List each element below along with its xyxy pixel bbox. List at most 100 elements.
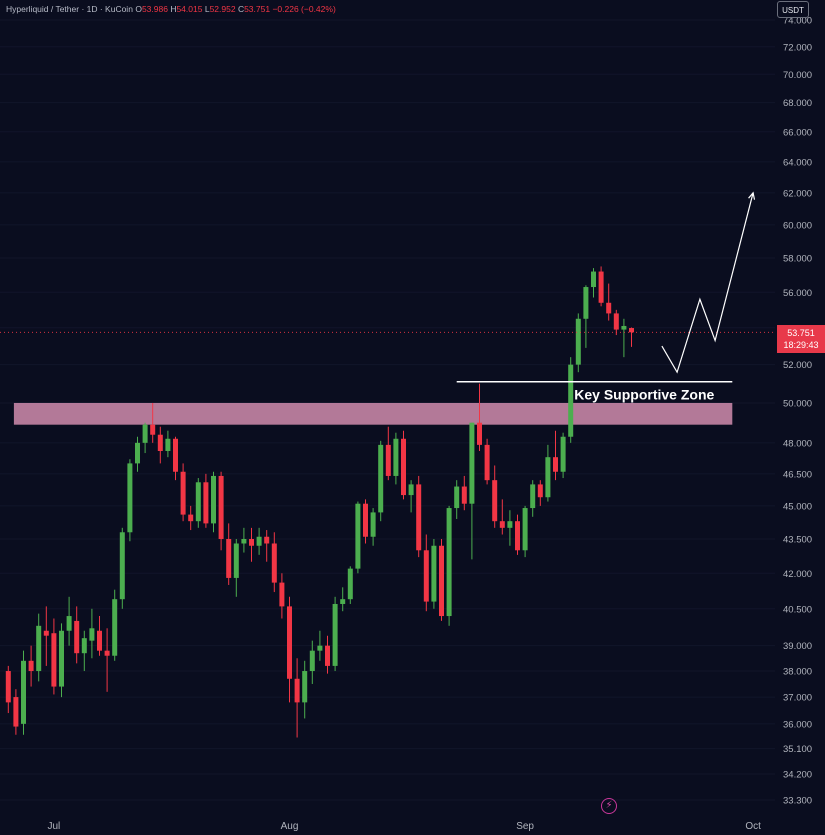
- candle-body: [325, 645, 330, 666]
- candle-body: [226, 538, 232, 578]
- candle-body: [66, 616, 72, 631]
- candle-body: [598, 271, 604, 303]
- candle-body: [553, 457, 558, 472]
- candle-body: [431, 545, 437, 602]
- candle-body: [515, 521, 520, 551]
- candle-body: [363, 503, 368, 537]
- y-tick-label: 43.500: [783, 534, 812, 545]
- y-tick-label: 68.000: [783, 98, 812, 109]
- projection-arrowhead: [748, 191, 756, 200]
- y-tick-label: 38.000: [783, 667, 812, 678]
- candle-body: [142, 424, 148, 443]
- candle-body: [530, 484, 536, 509]
- candle-body: [43, 630, 49, 636]
- candle-body: [294, 678, 300, 703]
- currency-button[interactable]: USDT: [777, 1, 809, 18]
- bolt-icon[interactable]: ⚡: [601, 798, 617, 814]
- candle-body: [477, 422, 482, 445]
- y-tick-label: 40.500: [783, 604, 812, 615]
- candle-body: [499, 521, 505, 528]
- candle-body: [104, 650, 110, 656]
- candle-body: [461, 486, 467, 504]
- candle-body: [423, 550, 429, 602]
- candle-body: [271, 543, 277, 583]
- candle-body: [401, 438, 406, 496]
- candle-body: [355, 503, 361, 569]
- symbol-title[interactable]: Hyperliquid / Tether · 1D · KuCoin: [6, 4, 133, 14]
- candle-body: [150, 424, 156, 435]
- candle-body: [484, 444, 490, 481]
- projection-path: [661, 192, 754, 374]
- y-tick-label: 42.000: [783, 569, 812, 580]
- chart-header: Hyperliquid / Tether · 1D · KuCoin O53.9…: [6, 4, 336, 14]
- y-tick-label: 45.000: [783, 501, 812, 512]
- candle-body: [393, 438, 399, 476]
- candle-body: [583, 287, 589, 319]
- low-value: 52.952: [209, 4, 236, 14]
- candle-body: [522, 508, 528, 551]
- bar-countdown: 18:29:43: [783, 340, 819, 350]
- candle-body: [378, 444, 384, 513]
- candle-body: [36, 625, 42, 672]
- candle-body: [302, 671, 308, 703]
- open-label: O: [135, 4, 142, 14]
- x-axis[interactable]: Jul Aug Sep Oct: [48, 821, 762, 832]
- candle-layer: [5, 266, 634, 738]
- candle-body: [591, 271, 596, 288]
- candle-body: [492, 480, 498, 522]
- last-price-tag: 53.751 18:29:43: [777, 325, 825, 353]
- y-tick-label: 37.000: [783, 693, 812, 704]
- x-tick-label: Oct: [745, 821, 761, 832]
- candle-body: [309, 650, 315, 672]
- last-price-value: 53.751: [787, 328, 815, 338]
- candle-body: [135, 442, 140, 464]
- y-tick-label: 66.000: [783, 127, 812, 138]
- close-value: 53.751: [244, 4, 271, 14]
- candle-body: [575, 318, 581, 365]
- x-tick-label: Aug: [281, 821, 299, 832]
- candle-body: [249, 538, 254, 546]
- candle-body: [89, 628, 95, 641]
- candle-body: [74, 620, 80, 654]
- candle-body: [195, 482, 201, 522]
- y-axis[interactable]: 74.000 72.000 70.000 68.000 66.000 64.000 62.0…: [783, 16, 812, 807]
- y-tick-label: 35.100: [783, 744, 812, 755]
- candle-body: [621, 325, 627, 330]
- candle-body: [233, 543, 239, 578]
- y-tick-label: 33.300: [783, 796, 812, 807]
- change-value: −0.226 (−0.42%): [272, 4, 336, 14]
- candle-body: [5, 671, 11, 703]
- candle-body: [507, 521, 513, 528]
- zone-label: Key Supportive Zone: [574, 387, 714, 403]
- candle-body: [28, 660, 34, 672]
- candle-body: [568, 364, 574, 437]
- candle-body: [188, 514, 194, 522]
- y-tick-label: 58.000: [783, 253, 812, 264]
- low-label: L: [204, 4, 210, 14]
- candle-body: [119, 532, 125, 600]
- candle-body: [264, 536, 270, 544]
- open-value: 53.986: [141, 4, 168, 14]
- candle-body: [81, 638, 87, 654]
- y-tick-label: 50.000: [783, 398, 812, 409]
- y-tick-label: 56.000: [783, 288, 812, 299]
- x-tick-label: Sep: [516, 821, 534, 832]
- y-tick-label: 60.000: [783, 220, 812, 231]
- candle-body: [370, 512, 376, 537]
- candle-body: [165, 438, 171, 452]
- candle-body: [408, 484, 414, 496]
- candle-body: [241, 538, 247, 544]
- candle-body: [416, 484, 422, 551]
- support-zone: [13, 402, 733, 425]
- candle-body: [332, 603, 338, 666]
- y-tick-label: 52.000: [783, 360, 812, 371]
- candle-body: [203, 482, 209, 524]
- candle-body: [560, 436, 566, 472]
- candle-body: [97, 630, 102, 651]
- y-tick-label: 72.000: [783, 42, 812, 53]
- candle-body: [545, 457, 551, 498]
- candle-body: [454, 486, 460, 509]
- y-tick-label: 64.000: [783, 157, 812, 168]
- y-tick-label: 39.000: [783, 641, 812, 652]
